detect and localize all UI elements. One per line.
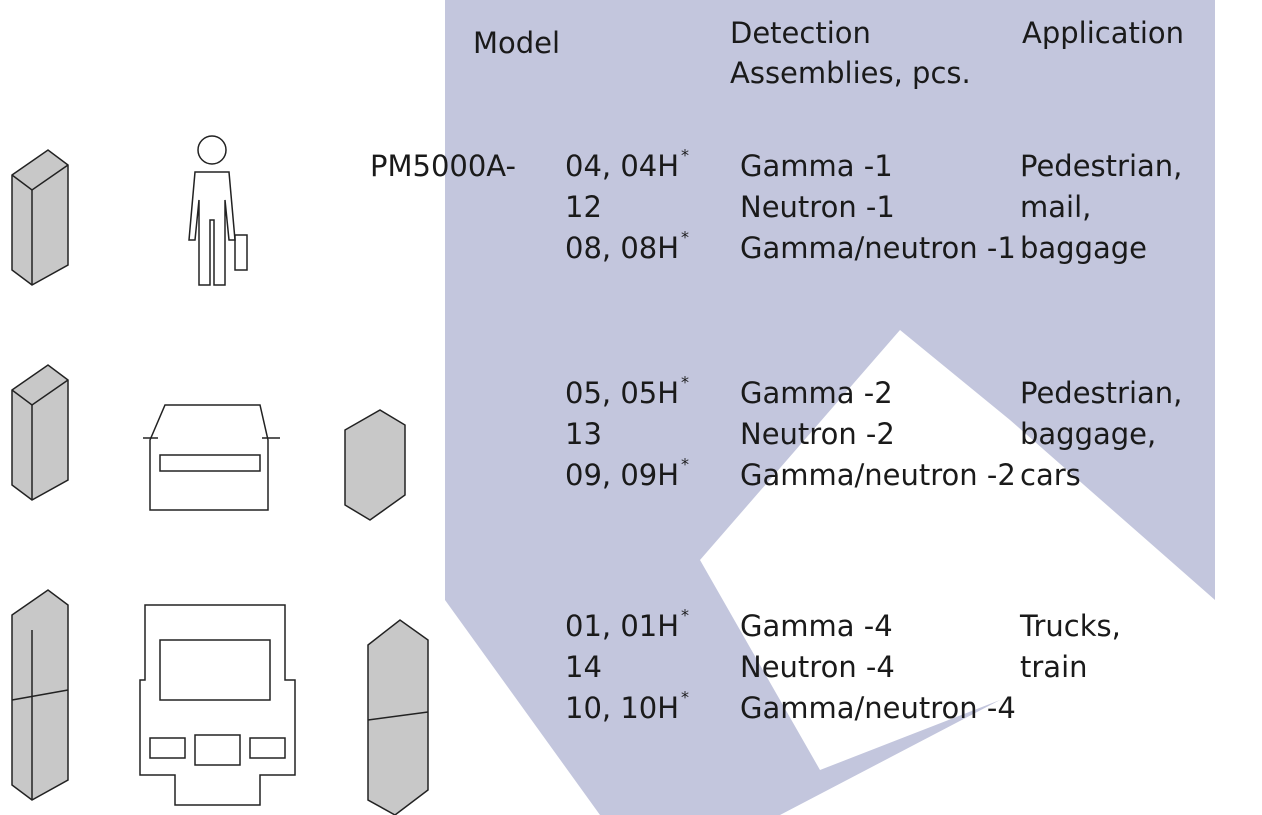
detection: Gamma/neutron -2	[740, 458, 1016, 492]
detection: Gamma -2	[740, 376, 893, 410]
footnote-mark: *	[681, 373, 689, 392]
application: baggage,	[1020, 417, 1156, 451]
model: 08, 08H	[565, 231, 679, 265]
application: baggage	[1020, 231, 1147, 265]
application: Trucks,	[1019, 609, 1121, 643]
application: Pedestrian,	[1020, 376, 1182, 410]
application: Pedestrian,	[1020, 149, 1182, 183]
model: 12	[565, 190, 602, 224]
header-detection: Detection	[730, 16, 871, 50]
footnote-mark: *	[681, 146, 689, 165]
footnote-mark: *	[681, 455, 689, 474]
detection: Neutron -2	[740, 417, 895, 451]
model: 13	[565, 417, 602, 451]
detection: Gamma/neutron -1	[740, 231, 1016, 265]
model: 10, 10H	[565, 691, 679, 725]
model: 09, 09H	[565, 458, 679, 492]
application: train	[1020, 650, 1088, 684]
header-application: Application	[1022, 16, 1184, 50]
model: 14	[565, 650, 602, 684]
model: 04, 04H	[565, 149, 679, 183]
footnote-mark: *	[681, 606, 689, 625]
model-prefix: PM5000A-	[370, 149, 516, 183]
detection: Gamma/neutron -4	[740, 691, 1016, 725]
header-detection: Assemblies, pcs.	[730, 56, 971, 90]
application: mail,	[1020, 190, 1091, 224]
detection: Gamma -1	[740, 149, 893, 183]
application: cars	[1020, 458, 1081, 492]
detection: Gamma -4	[740, 609, 893, 643]
detection: Neutron -1	[740, 190, 895, 224]
icons	[11, 135, 429, 815]
model: 05, 05H	[565, 376, 679, 410]
detection: Neutron -4	[740, 650, 895, 684]
table: Model Detection Assemblies, pcs. Applica…	[370, 16, 1184, 725]
header-model: Model	[473, 26, 560, 60]
footnote-mark: *	[681, 688, 689, 707]
background	[445, 0, 1262, 815]
footnote-mark: *	[681, 228, 689, 247]
model: 01, 01H	[565, 609, 679, 643]
